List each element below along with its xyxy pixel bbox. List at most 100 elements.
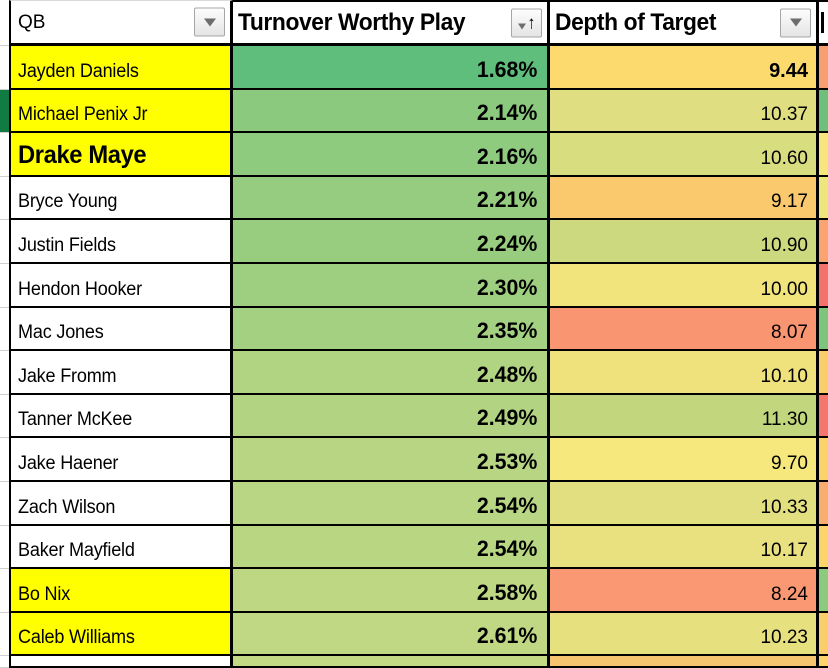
qb-name: Zach Wilson (18, 496, 116, 518)
twp-value-cell[interactable]: 2.48% (233, 351, 550, 395)
depth-header-label: Depth of Target (555, 8, 717, 36)
qb-name-cell[interactable]: Jayden Daniels (9, 46, 233, 90)
qb-column-header[interactable]: QB (9, 0, 233, 46)
depth-value-cell[interactable]: 10.33 (550, 481, 819, 526)
row-gutter (0, 656, 9, 668)
twp-value-cell[interactable]: 1.68% (233, 46, 550, 90)
qb-name-cell[interactable]: Hendon Hooker (9, 263, 233, 308)
qb-name-cell[interactable]: Mac Jones (9, 307, 233, 352)
qb-name: Bo Nix (18, 583, 71, 605)
twp-value-cell[interactable]: 2.49% (233, 394, 550, 439)
depth-value-cell[interactable]: 10.17 (550, 525, 819, 570)
depth-value: 11.30 (761, 409, 808, 431)
twp-value-cell[interactable]: 2.35% (233, 307, 550, 352)
depth-value-cell[interactable]: 10.90 (550, 220, 819, 264)
qb-name: Mac Jones (18, 322, 104, 344)
depth-column-header[interactable]: Depth of Target (550, 0, 819, 46)
next-column-cell[interactable] (819, 220, 828, 264)
twp-value: 2.30% (476, 274, 537, 300)
qb-name: Michael Penix Jr (18, 104, 148, 126)
table-row: Baker Mayfield 2.54% 10.17 (0, 525, 828, 570)
next-column-cell-partial[interactable] (819, 656, 828, 668)
twp-value-cell[interactable]: 2.61% (233, 612, 550, 657)
depth-value-cell[interactable]: 10.37 (550, 89, 819, 134)
next-column-cell[interactable] (819, 525, 828, 570)
qb-name-cell-partial[interactable] (9, 656, 233, 668)
twp-value-cell[interactable]: 2.58% (233, 569, 550, 613)
depth-value-cell[interactable]: 8.24 (550, 569, 819, 613)
depth-value: 10.90 (760, 234, 808, 256)
depth-value-cell[interactable]: 9.17 (550, 176, 819, 221)
twp-column-header[interactable]: Turnover Worthy Play ↑ (233, 0, 550, 46)
row-gutter (0, 133, 9, 177)
depth-value-cell[interactable]: 10.10 (550, 351, 819, 395)
next-column-cell[interactable] (819, 612, 828, 657)
next-column-cell[interactable] (819, 89, 828, 134)
qb-name-cell[interactable]: Bo Nix (9, 569, 233, 613)
table-row: Bo Nix 2.58% 8.24 (0, 569, 828, 613)
table-row: Zach Wilson 2.54% 10.33 (0, 481, 828, 526)
qb-name-cell[interactable]: Justin Fields (9, 220, 233, 264)
next-column-cell[interactable] (819, 481, 828, 526)
qb-name-cell[interactable]: Tanner McKee (9, 394, 233, 439)
row-gutter (0, 220, 9, 264)
qb-filter-button[interactable] (194, 7, 225, 37)
table-row: Michael Penix Jr 2.14% 10.37 (0, 89, 828, 134)
row-gutter (0, 89, 9, 134)
next-column-cell[interactable] (819, 351, 828, 395)
qb-name-cell[interactable]: Caleb Williams (9, 612, 233, 657)
twp-value: 2.35% (476, 318, 537, 344)
depth-value-cell[interactable]: 9.44 (550, 46, 819, 90)
qb-name-cell[interactable]: Jake Fromm (9, 351, 233, 395)
twp-value-cell[interactable]: 2.16% (233, 133, 550, 177)
qb-name-cell[interactable]: Jake Haener (9, 438, 233, 482)
twp-value-cell[interactable]: 2.53% (233, 438, 550, 482)
depth-value-cell[interactable]: 10.23 (550, 612, 819, 657)
next-column-cell[interactable] (819, 176, 828, 221)
twp-header-label: Turnover Worthy Play (238, 8, 466, 36)
twp-value-cell-partial[interactable] (233, 656, 550, 668)
twp-value-cell[interactable]: 2.30% (233, 263, 550, 308)
qb-name-cell[interactable]: Zach Wilson (9, 481, 233, 526)
qb-name: Jake Fromm (18, 365, 117, 387)
twp-value: 1.68% (476, 56, 537, 82)
sort-ascending-icon: ↑ (526, 12, 536, 33)
depth-value: 10.37 (760, 104, 808, 126)
depth-value: 10.17 (760, 540, 808, 562)
qb-name-cell[interactable]: Michael Penix Jr (9, 89, 233, 134)
twp-value-cell[interactable]: 2.21% (233, 176, 550, 221)
twp-value-cell[interactable]: 2.54% (233, 525, 550, 570)
qb-name-cell[interactable]: Bryce Young (9, 176, 233, 221)
next-column-cell[interactable] (819, 46, 828, 90)
depth-value-cell[interactable]: 10.60 (550, 133, 819, 177)
depth-value: 8.24 (771, 583, 808, 605)
depth-value-cell[interactable]: 8.07 (550, 307, 819, 352)
qb-name-cell[interactable]: Drake Maye (9, 133, 233, 177)
twp-value-cell[interactable]: 2.54% (233, 481, 550, 526)
filter-dropdown-icon (203, 18, 216, 26)
qb-name-cell[interactable]: Baker Mayfield (9, 525, 233, 570)
twp-value-cell[interactable]: 2.24% (233, 220, 550, 264)
next-column-cell[interactable] (819, 307, 828, 352)
depth-filter-button[interactable] (780, 8, 811, 37)
next-column-cell[interactable] (819, 394, 828, 439)
table-body: Jayden Daniels 1.68% 9.44 Michael Penix … (0, 46, 828, 657)
depth-value-cell-partial[interactable] (550, 656, 819, 668)
twp-sort-filter-button[interactable]: ↑ (511, 8, 542, 37)
qb-name: Drake Maye (18, 140, 147, 169)
row-gutter (0, 481, 9, 526)
depth-value-cell[interactable]: 11.30 (550, 394, 819, 439)
row-gutter (0, 46, 9, 90)
depth-value-cell[interactable]: 9.70 (550, 438, 819, 482)
next-column-cell[interactable] (819, 569, 828, 613)
twp-value: 2.58% (476, 579, 537, 605)
next-column-cell[interactable] (819, 133, 828, 177)
next-column-cell[interactable] (819, 438, 828, 482)
twp-value-cell[interactable]: 2.14% (233, 89, 550, 134)
qb-name: Hendon Hooker (18, 278, 142, 300)
next-column-cell[interactable] (819, 263, 828, 308)
twp-value: 2.54% (476, 536, 537, 562)
filter-dropdown-icon (789, 18, 802, 27)
depth-value-cell[interactable]: 10.00 (550, 263, 819, 308)
twp-value: 2.14% (476, 100, 537, 126)
